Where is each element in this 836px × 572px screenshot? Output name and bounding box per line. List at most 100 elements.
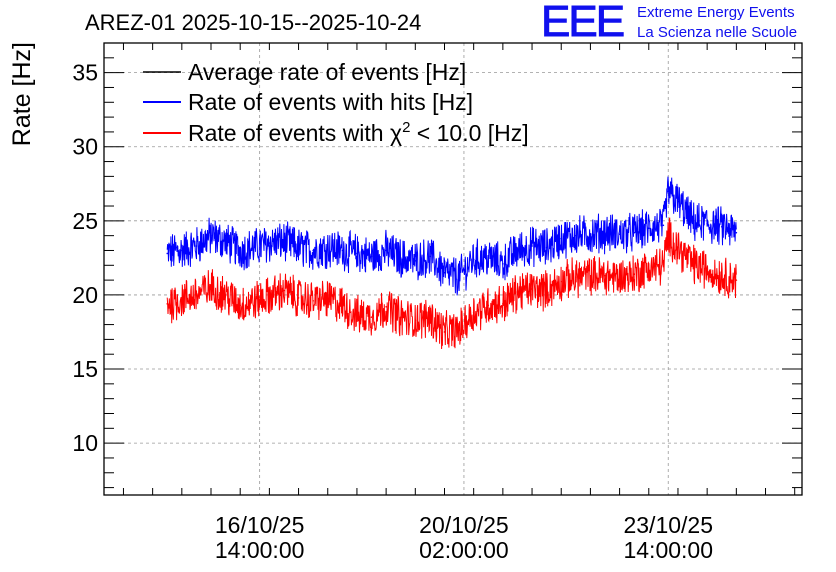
data-point	[312, 249, 314, 252]
logo-line-2: La Scienza nelle Scuole	[637, 24, 798, 41]
data-point	[283, 240, 285, 243]
legend-label-average: Average rate of events [Hz]	[188, 59, 466, 85]
legend-label-hits: Rate of events with hits [Hz]	[188, 89, 473, 115]
axis-ticks	[104, 42, 802, 495]
data-point	[667, 234, 670, 237]
data-point	[618, 233, 621, 235]
data-point	[633, 231, 635, 234]
data-point	[647, 267, 650, 270]
data-point	[487, 304, 490, 307]
y-tick-label: 15	[72, 356, 98, 382]
y-tick-label: 35	[72, 60, 98, 86]
data-point	[414, 260, 417, 262]
y-tick-label: 10	[72, 430, 98, 456]
series-trace	[166, 176, 737, 296]
data-point	[502, 263, 504, 265]
data-point	[268, 242, 271, 244]
y-tick-label: 25	[72, 208, 98, 234]
legend-label-chi2-suffix: < 10.0 [Hz]	[410, 120, 528, 146]
data-point	[735, 231, 738, 234]
y-tick-label: 30	[72, 134, 98, 160]
data-point	[667, 190, 670, 192]
data-point	[502, 303, 504, 305]
data-point	[720, 225, 723, 228]
data-point	[429, 316, 431, 318]
data-point	[166, 252, 169, 255]
legend-item-chi2: Rate of events with χ2 < 10.0 [Hz]	[143, 119, 529, 146]
data-point	[472, 311, 475, 314]
legend-item-average: Average rate of events [Hz]	[143, 59, 466, 85]
data-point	[575, 234, 577, 237]
data-point	[472, 258, 475, 261]
data-point	[385, 249, 387, 252]
data-point	[575, 276, 577, 278]
data-point	[195, 294, 198, 296]
series-trace	[166, 217, 737, 350]
data-point	[326, 298, 329, 301]
eee-logo-mark: EEE	[540, 0, 625, 46]
legend-label-chi2: Rate of events with χ2 < 10.0 [Hz]	[188, 119, 529, 146]
data-point	[239, 249, 241, 252]
data-point	[356, 314, 358, 317]
data-point	[458, 276, 460, 278]
data-point	[706, 223, 708, 225]
data-point	[399, 257, 402, 259]
data-point	[589, 274, 592, 277]
data-point	[239, 304, 241, 307]
grid-lines	[104, 43, 802, 495]
data-point	[181, 249, 183, 252]
y-tick-labels: 10 15 20 25 30 35	[72, 60, 98, 456]
data-point	[341, 304, 344, 307]
legend-item-hits: Rate of events with hits [Hz]	[143, 89, 473, 115]
data-point	[195, 245, 198, 247]
data-point	[516, 291, 519, 293]
data-point	[312, 300, 314, 302]
data-point	[487, 257, 490, 259]
data-point	[560, 280, 563, 283]
series-chi2	[166, 217, 738, 350]
legend-label-chi2-prefix: Rate of events with	[188, 120, 390, 146]
data-point	[560, 237, 563, 240]
x-tick-label-time: 02:00:00	[419, 537, 509, 563]
data-point	[604, 231, 606, 234]
series-hits	[166, 176, 738, 296]
data-point	[356, 252, 358, 255]
data-point	[720, 274, 723, 277]
x-tick-label-time: 14:00:00	[623, 537, 713, 563]
data-point	[677, 200, 679, 203]
data-point	[224, 294, 227, 296]
chart-title: AREZ-01 2025-10-15--2025-10-24	[85, 10, 422, 35]
plot-frame	[103, 42, 803, 496]
data-point	[443, 331, 446, 333]
legend: Average rate of events [Hz] Rate of even…	[143, 59, 529, 146]
data-point	[735, 279, 738, 281]
data-point	[210, 286, 212, 289]
x-tick-label-date: 23/10/25	[623, 512, 713, 538]
data-point	[224, 240, 227, 243]
x-tick-label-date: 16/10/25	[215, 512, 305, 538]
data-point	[662, 264, 665, 267]
data-point	[429, 255, 431, 258]
data-point	[370, 316, 373, 318]
y-tick-label: 20	[72, 282, 98, 308]
data-point	[531, 288, 533, 290]
x-tick-labels: 16/10/2514:00:0020/10/2502:00:0023/10/25…	[215, 512, 713, 563]
data-point	[604, 274, 606, 277]
data-point	[399, 316, 402, 318]
data-point	[341, 249, 344, 252]
data-point	[516, 249, 519, 252]
data-point	[677, 246, 679, 249]
legend-label-chi2-superscript: 2	[402, 119, 410, 136]
data-point	[531, 245, 533, 247]
data-point	[297, 297, 300, 299]
data-point	[385, 305, 387, 308]
data-point	[618, 276, 621, 278]
data-point	[297, 246, 300, 249]
data-point	[458, 329, 460, 332]
data-point	[545, 289, 548, 292]
data-point	[181, 298, 183, 301]
data-point	[253, 246, 256, 249]
data-point	[326, 246, 329, 249]
data-point	[589, 233, 592, 235]
